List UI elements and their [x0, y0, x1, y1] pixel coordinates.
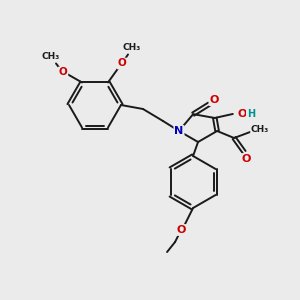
Text: O: O	[238, 109, 247, 119]
Text: O: O	[118, 58, 126, 68]
Text: O: O	[176, 225, 186, 235]
Text: CH₃: CH₃	[123, 43, 141, 52]
Text: O: O	[242, 154, 251, 164]
Text: CH₃: CH₃	[251, 125, 269, 134]
Text: H: H	[247, 109, 255, 119]
Text: CH₃: CH₃	[42, 52, 60, 61]
Text: O: O	[58, 68, 68, 77]
Text: O: O	[209, 95, 219, 105]
Text: N: N	[174, 126, 184, 136]
